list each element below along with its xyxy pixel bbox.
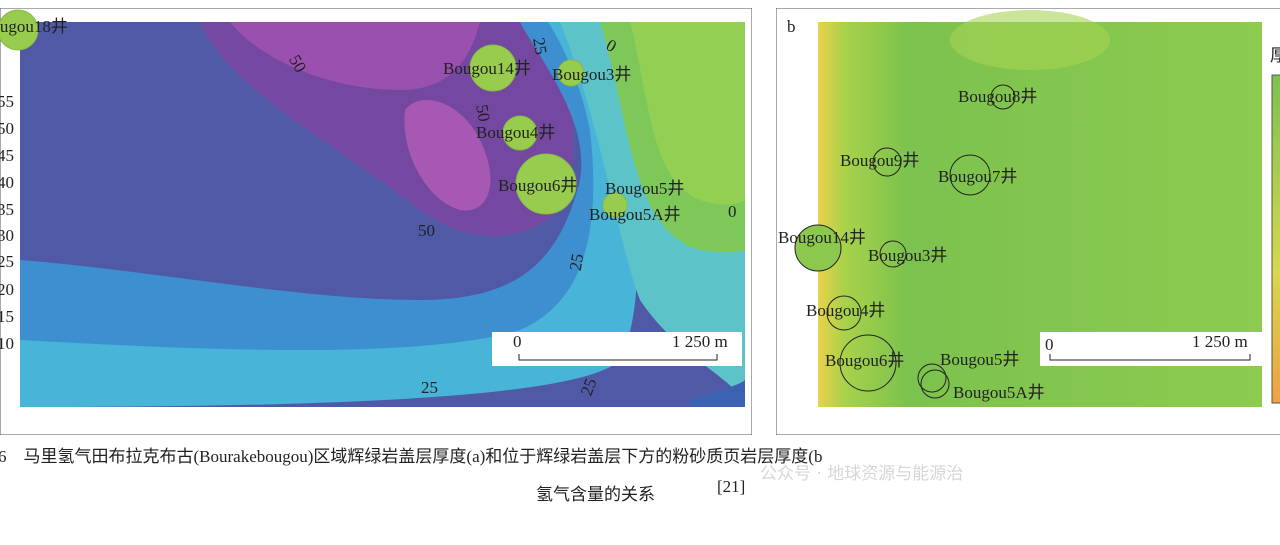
well-label: Bougou14井: [778, 228, 866, 247]
contour-label: 0: [728, 202, 737, 221]
tick-label: 25: [0, 252, 14, 271]
contour-label: 50: [418, 221, 435, 240]
tick-label: 15: [0, 307, 14, 326]
well-label: Bougou5A井: [589, 205, 681, 224]
well-label: Bougou7井: [938, 167, 1017, 186]
contour-label: 25: [577, 376, 601, 398]
scale-start: 0: [1045, 335, 1054, 354]
well-label: Bougou4井: [806, 301, 885, 320]
tick-label: 45: [0, 146, 14, 165]
well-label: Bougou8井: [958, 87, 1037, 106]
legend-title: 厚: [1270, 46, 1280, 65]
well-label: Bougou9井: [840, 151, 919, 170]
tick-label: 0: [0, 385, 1, 404]
panel-a: 50 50 50 25 25 25 25 0 0 55 50 45 40 35 …: [0, 8, 752, 435]
tick-label: 20: [0, 280, 14, 299]
well-label: Bougou6井: [498, 176, 577, 195]
well-label: Bougou3井: [868, 246, 947, 265]
tick-label: 5: [0, 359, 1, 378]
tick-label: 55: [0, 92, 14, 111]
caption-ref: [21]: [717, 477, 745, 496]
tick-label: 30: [0, 226, 14, 245]
contour-label: 50: [472, 103, 494, 123]
well-label: Bougou5A井: [953, 383, 1045, 402]
well-label: Bougou6井: [825, 351, 904, 370]
scale-end: 1 250 m: [672, 332, 728, 351]
scale-end: 1 250 m: [1192, 332, 1248, 351]
contour-label: 25: [529, 36, 551, 56]
caption-line: 6 马里氢气田布拉克布古(Bourakebougou)区域辉绿岩盖层厚度(a)和…: [0, 447, 822, 466]
contour-label: 25: [566, 252, 588, 272]
well-label: Bougou18井: [0, 17, 68, 36]
well-labels: Bougou8井 Bougou9井 Bougou7井 Bougou14井 Bou…: [778, 87, 1045, 402]
contour-label: 25: [421, 378, 438, 397]
colorbar-ticks: 55 50 45 40 35 30 25 20 15 10 5 0: [0, 92, 14, 404]
caption-line: 氢气含量的关系: [536, 485, 655, 504]
well-label: Bougou5井: [940, 350, 1019, 369]
tick-label: 40: [0, 173, 14, 192]
well-label: Bougou5井: [605, 179, 684, 198]
well-labels: Bougou18井 Bougou14井 Bougou3井 Bougou4井 Bo…: [0, 17, 684, 224]
panel-b: b 厚 Bougou8井 Bougou9井 Bougou7井 Bougou14井…: [776, 8, 1280, 435]
watermark: 公众号 · 地球资源与能源治: [760, 464, 963, 484]
tick-label: 10: [0, 334, 14, 353]
panel-label: b: [787, 17, 796, 36]
scale-start: 0: [513, 332, 522, 351]
well-label: Bougou14井: [443, 59, 531, 78]
well-label: Bougou3井: [552, 65, 631, 84]
well-label: Bougou4井: [476, 123, 555, 142]
tick-label: 35: [0, 200, 14, 219]
tick-label: 50: [0, 119, 14, 138]
